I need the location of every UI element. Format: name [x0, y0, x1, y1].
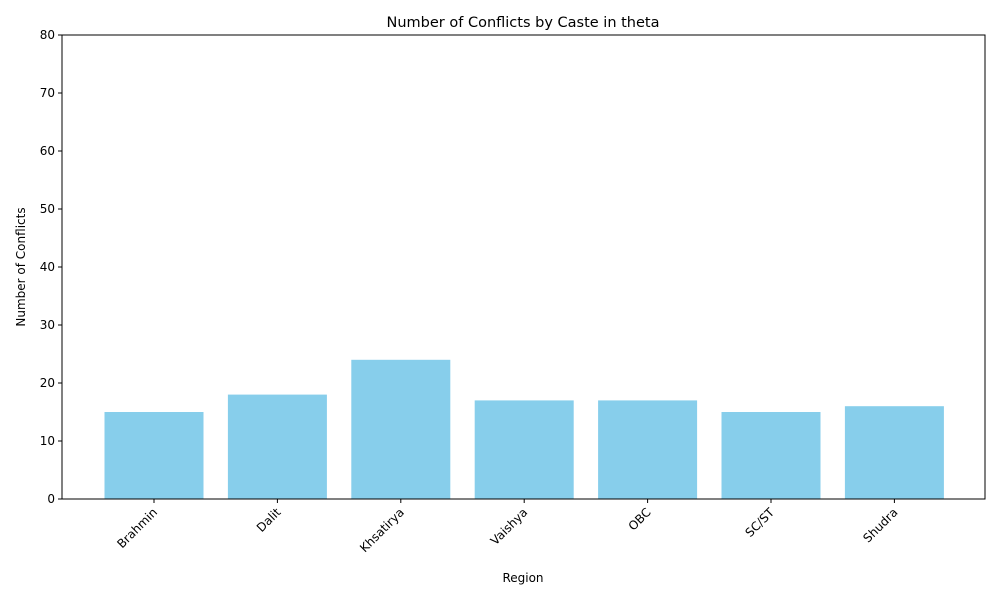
chart-title: Number of Conflicts by Caste in theta: [387, 15, 660, 31]
bar-sc-st: [721, 412, 821, 499]
bars-group: [104, 359, 944, 499]
y-tick-label: 10: [40, 434, 55, 448]
y-tick-label: 0: [47, 492, 55, 506]
bar-vaishya: [474, 400, 574, 499]
y-tick-label: 80: [40, 28, 55, 42]
bar-khsatirya: [351, 359, 451, 499]
y-axis: 0 10 20 30 40 50 60 70 80: [40, 28, 62, 506]
bar-shudra: [844, 406, 944, 499]
y-tick-label: 70: [40, 86, 55, 100]
y-axis-title: Number of Conflicts: [14, 207, 28, 326]
plot-frame: [61, 34, 986, 500]
y-tick-label: 50: [40, 202, 55, 216]
y-tick-label: 30: [40, 318, 55, 332]
y-tick-label: 40: [40, 260, 55, 274]
y-tick-label: 60: [40, 144, 55, 158]
bar-dalit: [227, 394, 327, 499]
x-axis-title: Region: [502, 571, 543, 585]
y-tick-label: 20: [40, 376, 55, 390]
bar-obc: [598, 400, 698, 499]
bar-brahmin: [104, 412, 204, 499]
